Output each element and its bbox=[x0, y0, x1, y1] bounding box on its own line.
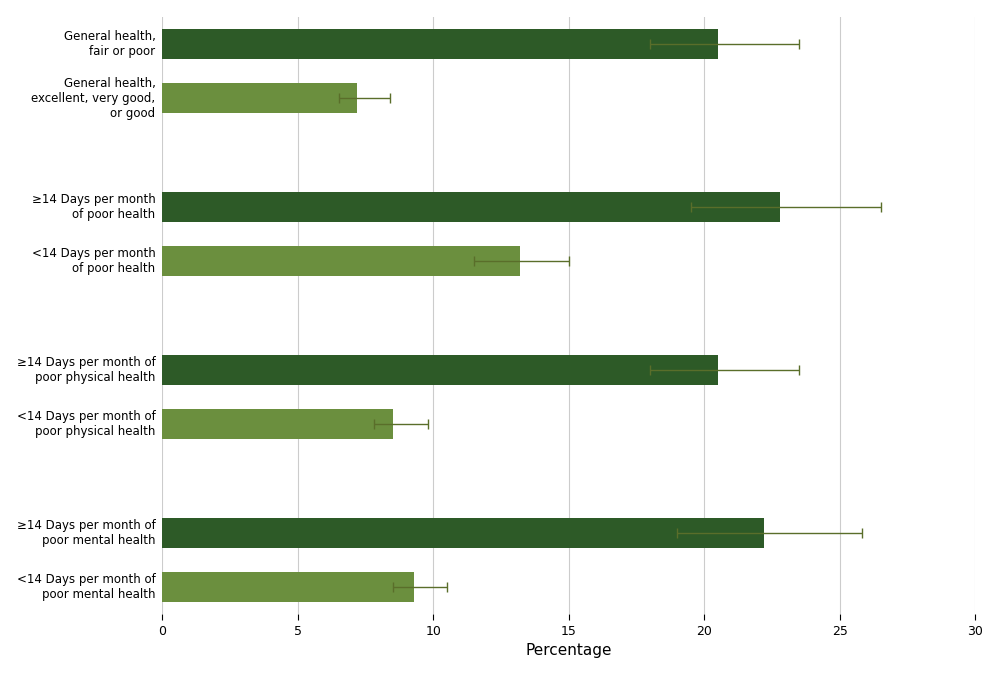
X-axis label: Percentage: Percentage bbox=[526, 643, 612, 658]
Bar bbox=[162, 518, 764, 548]
Bar bbox=[162, 29, 718, 59]
Bar bbox=[162, 246, 520, 276]
Bar bbox=[162, 83, 357, 113]
Bar bbox=[162, 409, 393, 439]
Bar bbox=[162, 192, 780, 222]
Bar bbox=[162, 572, 414, 602]
Bar bbox=[162, 355, 718, 385]
